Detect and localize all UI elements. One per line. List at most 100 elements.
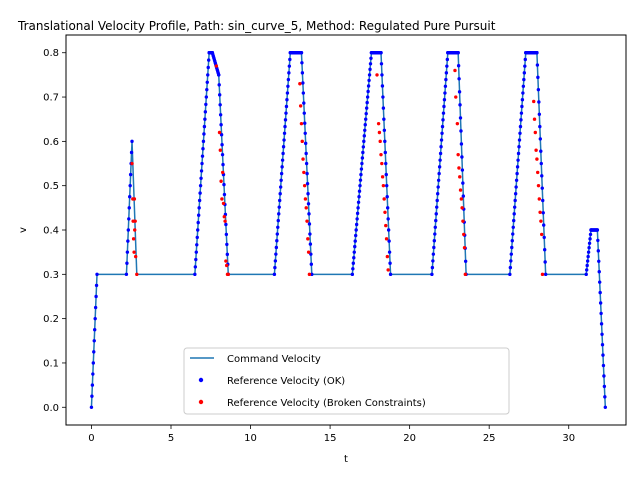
ok-point bbox=[362, 134, 366, 138]
ok-point bbox=[304, 151, 308, 156]
broken-point bbox=[218, 148, 223, 152]
ok-point bbox=[278, 198, 282, 203]
ok-point bbox=[443, 84, 448, 89]
ok-point bbox=[299, 51, 304, 55]
ok-point bbox=[432, 245, 436, 250]
ok-point bbox=[383, 139, 387, 144]
ok-point bbox=[94, 283, 99, 288]
ok-point bbox=[514, 185, 518, 189]
ok-point bbox=[308, 232, 312, 236]
ok-point bbox=[280, 165, 284, 169]
broken-point bbox=[226, 272, 230, 277]
ok-point bbox=[444, 77, 448, 82]
ok-point bbox=[200, 154, 205, 158]
ok-point bbox=[201, 147, 205, 151]
ok-point bbox=[363, 128, 367, 132]
ok-point bbox=[222, 192, 227, 197]
ok-point bbox=[273, 259, 278, 263]
ok-point bbox=[127, 206, 131, 210]
y-tick-label: 0.8 bbox=[43, 48, 59, 59]
ok-point bbox=[382, 117, 386, 121]
ok-point bbox=[284, 111, 288, 115]
ok-point bbox=[300, 71, 305, 75]
ok-point bbox=[303, 131, 307, 136]
ok-point bbox=[225, 242, 229, 247]
ok-point bbox=[513, 192, 518, 196]
x-axis-label: t bbox=[344, 454, 348, 465]
ok-point bbox=[457, 77, 461, 81]
ok-point bbox=[586, 250, 591, 254]
ok-point bbox=[306, 192, 310, 196]
ok-point bbox=[351, 267, 355, 271]
ok-point bbox=[388, 272, 393, 277]
ok-point bbox=[288, 57, 292, 62]
ok-point bbox=[307, 212, 311, 216]
ok-point bbox=[508, 272, 512, 277]
broken-point bbox=[132, 197, 137, 201]
ok-point bbox=[281, 151, 285, 156]
ok-point bbox=[126, 228, 131, 232]
ok-point bbox=[206, 73, 210, 77]
broken-point bbox=[457, 166, 461, 170]
ok-point bbox=[510, 239, 514, 243]
ok-point bbox=[440, 131, 444, 136]
ok-point bbox=[221, 162, 225, 167]
ok-point bbox=[523, 57, 527, 62]
ok-point bbox=[543, 260, 547, 264]
ok-point bbox=[434, 212, 438, 216]
ok-point bbox=[310, 272, 314, 277]
ok-point bbox=[358, 183, 362, 188]
ok-point bbox=[206, 65, 210, 70]
ok-point bbox=[217, 83, 221, 87]
ok-point bbox=[509, 259, 513, 263]
ok-point bbox=[201, 139, 206, 144]
x-tick-label: 25 bbox=[483, 433, 496, 444]
broken-point bbox=[382, 197, 386, 201]
ok-point bbox=[600, 332, 604, 336]
ok-point bbox=[128, 195, 132, 199]
ok-point bbox=[435, 192, 440, 196]
x-tick-label: 10 bbox=[244, 433, 257, 444]
y-axis: 0.0 0.1 0.2 0.3 0.4 0.5 0.6 0.7 0.8 bbox=[43, 48, 66, 414]
broken-point bbox=[536, 170, 540, 175]
ok-point bbox=[361, 150, 365, 155]
ok-point bbox=[283, 124, 287, 129]
ok-point bbox=[598, 280, 602, 284]
ok-point bbox=[303, 121, 307, 125]
ok-point bbox=[356, 206, 360, 210]
ok-point bbox=[202, 132, 206, 136]
ok-point bbox=[433, 225, 437, 230]
ok-point bbox=[364, 117, 368, 121]
ok-point bbox=[193, 272, 197, 277]
ok-point bbox=[511, 232, 515, 236]
broken-point bbox=[456, 152, 460, 157]
broken-point bbox=[217, 130, 222, 135]
ok-point bbox=[280, 158, 285, 162]
ok-point bbox=[224, 232, 229, 237]
broken-point bbox=[130, 161, 134, 166]
ok-point bbox=[517, 138, 522, 142]
ok-point bbox=[222, 182, 226, 187]
ok-point bbox=[193, 265, 198, 269]
ok-point bbox=[125, 250, 130, 254]
ok-point bbox=[459, 142, 464, 146]
ok-point bbox=[385, 206, 390, 210]
ok-point bbox=[282, 138, 286, 142]
ok-point bbox=[380, 84, 385, 88]
broken-point bbox=[299, 121, 304, 126]
ok-point bbox=[598, 301, 603, 305]
ok-point bbox=[514, 178, 519, 183]
ok-point bbox=[224, 222, 228, 227]
ok-point bbox=[307, 222, 312, 226]
broken-point bbox=[533, 130, 538, 135]
ok-point bbox=[432, 239, 437, 243]
ok-point bbox=[385, 195, 389, 199]
ok-point bbox=[225, 252, 230, 257]
broken-point bbox=[380, 161, 384, 166]
ok-point bbox=[218, 113, 223, 117]
ok-point bbox=[537, 100, 541, 104]
broken-point bbox=[385, 254, 390, 259]
broken-point bbox=[386, 268, 390, 272]
ok-point bbox=[286, 84, 290, 89]
ok-point bbox=[599, 311, 603, 316]
